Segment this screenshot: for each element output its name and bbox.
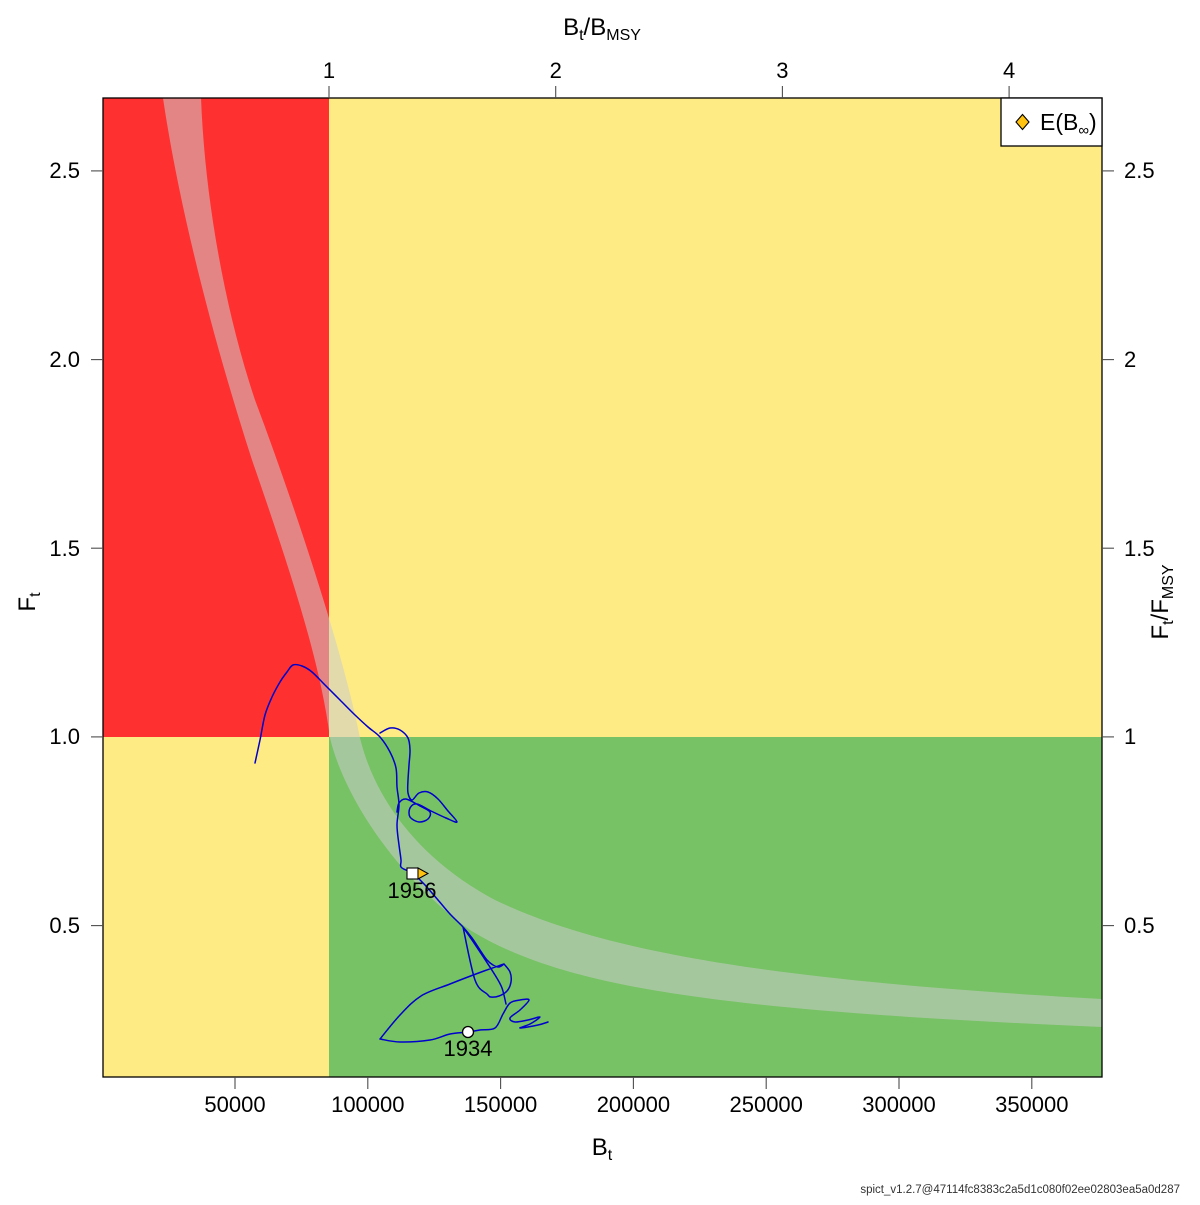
svg-text:3: 3 [776,58,788,83]
svg-text:2: 2 [550,58,562,83]
svg-text:4: 4 [1003,58,1015,83]
svg-text:2: 2 [1124,347,1136,372]
svg-text:1.5: 1.5 [1124,536,1155,561]
svg-text:350000: 350000 [995,1092,1068,1117]
svg-text:100000: 100000 [331,1092,404,1117]
svg-text:1956: 1956 [388,878,437,903]
svg-text:300000: 300000 [862,1092,935,1117]
svg-text:1934: 1934 [444,1036,493,1061]
svg-text:250000: 250000 [729,1092,802,1117]
svg-text:200000: 200000 [597,1092,670,1117]
svg-text:1: 1 [1124,724,1136,749]
svg-text:1.0: 1.0 [49,724,80,749]
svg-text:1.5: 1.5 [49,536,80,561]
svg-text:0.5: 0.5 [49,913,80,938]
svg-text:2.5: 2.5 [1124,158,1155,183]
svg-text:Ft/FMSY: Ft/FMSY [1147,564,1177,639]
svg-text:2.5: 2.5 [49,158,80,183]
svg-text:0.5: 0.5 [1124,913,1155,938]
svg-text:spict_v1.2.7@47114fc8383c2a5d1: spict_v1.2.7@47114fc8383c2a5d1c080f02ee0… [860,1184,1180,1196]
svg-text:Bt: Bt [592,1134,613,1164]
svg-text:150000: 150000 [464,1092,537,1117]
svg-text:2.0: 2.0 [49,347,80,372]
svg-text:1: 1 [323,58,335,83]
svg-text:Bt/BMSY: Bt/BMSY [563,14,641,44]
svg-text:E(B∞): E(B∞) [1040,109,1097,139]
svg-text:50000: 50000 [204,1092,265,1117]
svg-text:Ft: Ft [14,592,44,612]
